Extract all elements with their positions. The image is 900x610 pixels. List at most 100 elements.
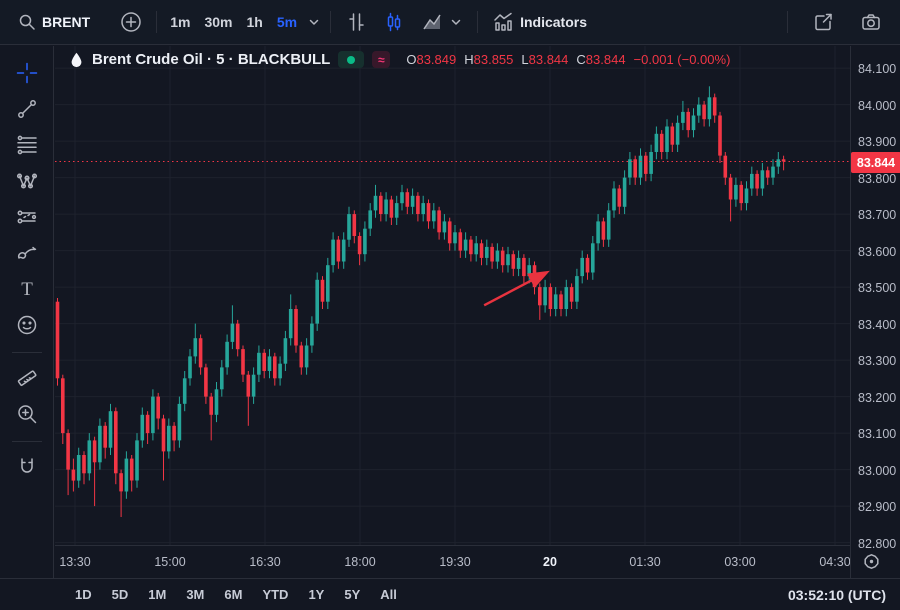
area-chart-icon xyxy=(421,11,443,33)
compare-add-button[interactable] xyxy=(112,6,150,38)
oil-droplet-icon xyxy=(69,52,84,68)
range-button-3m[interactable]: 3M xyxy=(177,583,213,606)
arrow-annotation[interactable] xyxy=(483,270,550,307)
time-tick: 03:00 xyxy=(724,555,756,569)
interval-group: 1m 30m 1h 5m xyxy=(163,9,304,35)
xabcd-pattern-icon xyxy=(15,169,39,193)
indicators-icon xyxy=(492,11,514,33)
toolbar-divider xyxy=(787,11,788,33)
top-toolbar: BRENT 1m 30m 1h 5m xyxy=(0,0,900,45)
symbol-label: BRENT xyxy=(42,14,91,30)
high-value: 83.855 xyxy=(473,52,514,67)
range-button-6m[interactable]: 6M xyxy=(215,583,251,606)
tool-projection[interactable] xyxy=(8,200,46,234)
interval-button-1m[interactable]: 1m xyxy=(163,9,197,35)
svg-text:T: T xyxy=(21,279,33,300)
publish-button[interactable] xyxy=(804,6,842,38)
zoom-in-icon xyxy=(15,402,39,426)
legend-title[interactable]: Brent Crude Oil · 5 · BLACKBULL xyxy=(92,51,331,68)
tool-magnet[interactable] xyxy=(8,450,46,484)
price-tick: 83.800 xyxy=(858,171,897,186)
price-tick: 82.900 xyxy=(858,500,897,515)
tool-zoom-in[interactable] xyxy=(8,397,46,431)
low-value: 83.844 xyxy=(528,52,569,67)
time-tick: 15:00 xyxy=(154,555,186,569)
text-tool-icon: T xyxy=(15,277,39,301)
grid-lines xyxy=(55,46,850,545)
tool-text[interactable]: T xyxy=(8,272,46,306)
chart-style-candles-button[interactable] xyxy=(375,6,413,38)
emoji-icon xyxy=(15,313,39,337)
price-tick: 83.200 xyxy=(858,390,897,405)
indicators-button[interactable]: Indicators xyxy=(484,6,595,38)
tool-brush[interactable] xyxy=(8,236,46,270)
clock-utc[interactable]: 03:52:10 (UTC) xyxy=(787,586,886,603)
status-dot-icon xyxy=(347,55,356,64)
ohlc-readout: O83.849 H83.855 L83.844 C83.844 −0.001 (… xyxy=(406,52,731,67)
tool-emoji[interactable] xyxy=(8,308,46,342)
chart-area[interactable]: Brent Crude Oil · 5 · BLACKBULL ≈ O83.84… xyxy=(55,46,850,545)
symbol-search-button[interactable]: BRENT xyxy=(10,8,98,36)
range-button-all[interactable]: All xyxy=(371,583,406,606)
range-button-1m[interactable]: 1M xyxy=(139,583,175,606)
interval-menu-button[interactable] xyxy=(304,10,324,34)
time-tick: 13:30 xyxy=(59,555,91,569)
price-tick: 83.300 xyxy=(858,354,897,369)
tool-fib-retracement[interactable] xyxy=(8,128,46,162)
time-tick: 20 xyxy=(543,555,557,569)
price-axis[interactable]: 83.844 84.100 84.000 83.900 83.800 83.700 83.… xyxy=(850,46,900,578)
toolbar-right-group xyxy=(781,6,890,38)
change-value: −0.001 (−0.00%) xyxy=(633,52,731,67)
range-button-1d[interactable]: 1D xyxy=(66,583,101,606)
brush-icon xyxy=(15,241,39,265)
chevron-down-icon xyxy=(307,15,321,29)
toolbar-divider xyxy=(156,11,158,33)
ruler-icon xyxy=(15,366,39,390)
date-range-group: 1D 5D 1M 3M 6M YTD 1Y 5Y All xyxy=(66,583,406,606)
tool-crosshair[interactable] xyxy=(8,56,46,90)
sidebar-divider xyxy=(11,441,42,442)
candlestick-chart[interactable] xyxy=(55,46,850,545)
magnet-icon xyxy=(15,455,39,479)
source-chip[interactable]: ≈ xyxy=(372,51,391,68)
indicators-label: Indicators xyxy=(520,14,587,30)
price-tick: 82.800 xyxy=(858,536,897,551)
chevron-down-icon xyxy=(449,15,463,29)
chart-legend: Brent Crude Oil · 5 · BLACKBULL ≈ O83.84… xyxy=(69,51,730,68)
candles-chart-icon xyxy=(383,11,405,33)
axis-settings-gear-icon[interactable] xyxy=(862,552,881,571)
bottom-bar: 1D 5D 1M 3M 6M YTD 1Y 5Y All 03:52:10 (UTC) xyxy=(0,578,900,610)
tool-trend-line[interactable] xyxy=(8,92,46,126)
time-tick: 18:00 xyxy=(344,555,376,569)
time-tick: 04:30 xyxy=(819,555,850,569)
share-arrow-icon xyxy=(812,11,834,33)
candles xyxy=(55,86,786,517)
price-tick: 83.700 xyxy=(858,208,897,223)
range-button-1y[interactable]: 1Y xyxy=(299,583,333,606)
interval-button-30m[interactable]: 30m xyxy=(197,9,239,35)
camera-icon xyxy=(860,11,882,33)
price-tick: 84.000 xyxy=(858,98,897,113)
chart-style-bars-button[interactable] xyxy=(337,6,375,38)
visibility-toggle[interactable] xyxy=(338,51,365,68)
range-button-5d[interactable]: 5D xyxy=(103,583,138,606)
tool-xabcd-pattern[interactable] xyxy=(8,164,46,198)
projection-icon xyxy=(15,205,39,229)
price-tick: 83.400 xyxy=(858,317,897,332)
toolbar-divider xyxy=(477,11,479,33)
tool-ruler[interactable] xyxy=(8,361,46,395)
price-tick: 83.500 xyxy=(858,281,897,296)
drawing-tools-sidebar: T xyxy=(0,46,54,578)
open-value: 83.849 xyxy=(416,52,457,67)
interval-button-1h[interactable]: 1h xyxy=(240,9,270,35)
range-button-5y[interactable]: 5Y xyxy=(335,583,369,606)
time-axis[interactable]: 13:30 15:00 16:30 18:00 19:30 20 01:30 03:00 04:… xyxy=(55,545,850,578)
interval-button-5m[interactable]: 5m xyxy=(270,9,304,35)
time-tick: 01:30 xyxy=(629,555,661,569)
snapshot-button[interactable] xyxy=(852,6,890,38)
range-button-ytd[interactable]: YTD xyxy=(253,583,297,606)
chart-style-area-button[interactable] xyxy=(413,6,471,38)
last-price-badge: 83.844 xyxy=(851,152,900,173)
search-icon xyxy=(18,13,36,31)
